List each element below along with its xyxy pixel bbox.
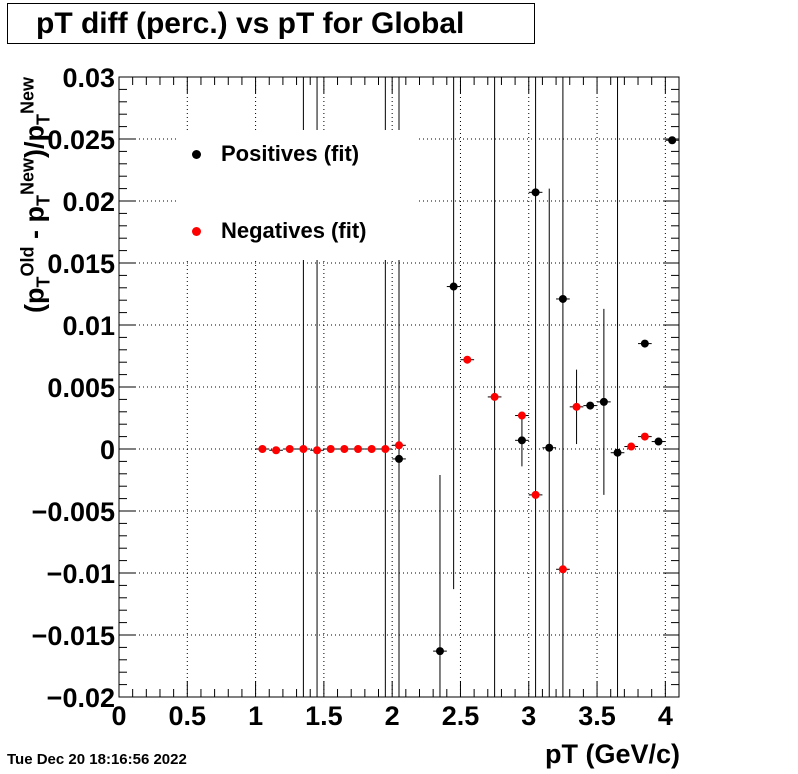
tick-labels: 0 0.5 1 1.5 2 2.5 3 3.5 4 −0.02 −0.015 −0.01 −0.005 0… <box>32 63 673 731</box>
legend-entry-positives: Positives (fit) <box>192 141 359 167</box>
negatives-point <box>395 441 403 450</box>
y-tick-label: −0.02 <box>47 683 115 713</box>
legend-entry-negatives: Negatives (fit) <box>192 218 366 244</box>
positives-point <box>435 647 444 656</box>
legend-label-negatives: Negatives (fit) <box>221 218 367 243</box>
negatives-point <box>627 442 636 451</box>
positives-point <box>586 401 595 410</box>
y-axis-label: (pTOld - pTNew)/pTNew <box>17 76 54 314</box>
x-tick-label: 3 <box>521 701 536 731</box>
x-tick-label: 0.5 <box>169 701 207 731</box>
legend-marker-positives <box>192 149 201 159</box>
positives-point <box>449 282 458 291</box>
y-tick-label: 0.005 <box>47 373 115 403</box>
negatives-point <box>490 392 499 401</box>
error-bars <box>302 77 619 697</box>
positives-point <box>558 294 567 303</box>
negatives-point <box>272 446 281 455</box>
y-tick-label: 0.03 <box>62 63 115 93</box>
negatives-point <box>640 432 649 441</box>
positives-point <box>613 448 622 457</box>
x-axis-label: pT (GeV/c) <box>544 739 680 769</box>
frame-and-ticks <box>118 76 680 698</box>
timestamp: Tue Dec 20 18:16:56 2022 <box>7 751 187 768</box>
x-tick-label: 3.5 <box>578 701 616 731</box>
positives-point <box>545 443 554 452</box>
y-tick-label: −0.015 <box>32 621 115 651</box>
x-tick-label: 1 <box>248 701 263 731</box>
negatives-point <box>258 445 267 453</box>
data-points <box>255 77 679 697</box>
y-tick-label: 0.015 <box>47 249 115 279</box>
legend-marker-negatives <box>192 226 201 236</box>
positives-point <box>531 188 540 197</box>
chart-title: pT diff (perc.) vs pT for Global <box>7 3 535 44</box>
x-tick-label: 0 <box>111 701 126 731</box>
negatives-point <box>367 445 376 453</box>
negatives-point <box>531 490 540 499</box>
negatives-point <box>381 445 390 453</box>
y-tick-label: 0.01 <box>62 311 115 341</box>
negatives-point <box>326 445 335 453</box>
y-tick-label: −0.005 <box>32 497 115 527</box>
negatives-point <box>313 446 322 455</box>
negatives-point <box>340 445 349 453</box>
legend: Positives (fit) Negatives (fit) <box>178 130 418 260</box>
positives-point <box>640 339 649 348</box>
positives-point <box>654 437 663 446</box>
x-tick-label: 1.5 <box>305 701 343 731</box>
positives-point <box>395 454 403 463</box>
x-tick-label: 4 <box>658 701 673 731</box>
negatives-point <box>285 445 294 453</box>
x-tick-label: 2.5 <box>442 701 480 731</box>
y-tick-label: −0.01 <box>47 559 115 589</box>
positives-point <box>599 397 608 406</box>
y-tick-label: 0.02 <box>62 187 115 217</box>
negatives-point <box>517 411 526 420</box>
positives-point <box>517 436 526 445</box>
negatives-point <box>463 355 472 364</box>
negatives-point <box>572 402 581 411</box>
negatives-point <box>354 445 363 453</box>
positives-point <box>668 136 677 145</box>
legend-label-positives: Positives (fit) <box>221 141 360 166</box>
negatives-point <box>558 565 567 574</box>
y-tick-label: 0.025 <box>47 125 115 155</box>
y-tick-label: 0 <box>100 435 115 465</box>
negatives-point <box>299 445 308 453</box>
x-tick-label: 2 <box>385 701 400 731</box>
